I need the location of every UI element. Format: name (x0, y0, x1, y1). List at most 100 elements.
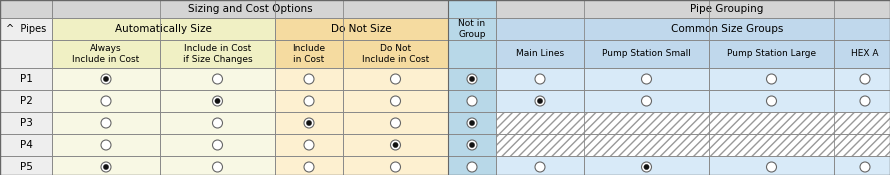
Text: Do Not
Include in Cost: Do Not Include in Cost (362, 44, 429, 64)
Bar (834, 90, 890, 112)
Bar (52, 112, 160, 134)
Bar (0, 112, 52, 134)
Bar (52, 90, 160, 112)
Circle shape (392, 142, 398, 148)
Circle shape (304, 118, 314, 128)
Bar (52, 156, 160, 175)
Bar (275, 134, 343, 156)
Circle shape (213, 96, 222, 106)
Circle shape (103, 76, 109, 82)
Circle shape (214, 98, 220, 104)
Circle shape (391, 74, 400, 84)
Circle shape (860, 74, 870, 84)
Text: Pipe Grouping: Pipe Grouping (691, 4, 764, 14)
Circle shape (467, 96, 477, 106)
Bar (160, 40, 275, 68)
Bar (343, 90, 448, 112)
Bar (160, 90, 275, 112)
Text: Do Not Size: Do Not Size (331, 24, 392, 34)
Circle shape (391, 96, 400, 106)
Bar (275, 90, 343, 112)
Text: Automatically Size: Automatically Size (115, 24, 212, 34)
Circle shape (860, 96, 870, 106)
Circle shape (467, 140, 477, 150)
Bar (496, 40, 584, 68)
Circle shape (467, 118, 477, 128)
Circle shape (101, 140, 111, 150)
Circle shape (101, 162, 111, 172)
Circle shape (469, 120, 474, 126)
Bar (709, 156, 834, 175)
Bar (496, 90, 584, 112)
Text: HEX A: HEX A (851, 50, 878, 58)
Circle shape (103, 164, 109, 170)
Bar (448, 68, 496, 90)
Bar (448, 134, 496, 156)
Bar (584, 40, 709, 68)
Bar (343, 134, 448, 156)
Circle shape (467, 74, 477, 84)
Circle shape (469, 142, 474, 148)
Bar (0, 156, 52, 175)
Bar (709, 68, 834, 90)
Circle shape (467, 162, 477, 172)
Text: Include
in Cost: Include in Cost (293, 44, 326, 64)
Circle shape (766, 162, 776, 172)
Bar (0, 40, 52, 68)
Circle shape (213, 162, 222, 172)
Bar (834, 156, 890, 175)
Bar (496, 18, 890, 40)
Bar (448, 0, 496, 18)
Circle shape (766, 74, 776, 84)
Circle shape (535, 96, 545, 106)
Circle shape (642, 74, 651, 84)
Circle shape (860, 162, 870, 172)
Bar (496, 156, 584, 175)
Circle shape (642, 162, 651, 172)
Bar (448, 112, 496, 134)
Circle shape (304, 140, 314, 150)
Bar (496, 112, 890, 134)
Circle shape (391, 118, 400, 128)
Bar (52, 40, 160, 68)
Text: P1: P1 (20, 74, 32, 84)
Bar (584, 68, 709, 90)
Circle shape (535, 74, 545, 84)
Text: Include in Cost
if Size Changes: Include in Cost if Size Changes (182, 44, 252, 64)
Bar (275, 18, 448, 40)
Text: Main Lines: Main Lines (516, 50, 564, 58)
Text: ^  Pipes: ^ Pipes (6, 24, 46, 34)
Bar (0, 134, 52, 156)
Circle shape (535, 162, 545, 172)
Bar (0, 68, 52, 90)
Circle shape (213, 118, 222, 128)
Bar (496, 134, 890, 156)
Circle shape (101, 96, 111, 106)
Bar (834, 40, 890, 68)
Circle shape (469, 76, 474, 82)
Text: Always
Include in Cost: Always Include in Cost (72, 44, 140, 64)
Bar (52, 68, 160, 90)
Circle shape (643, 164, 649, 170)
Bar (275, 40, 343, 68)
Bar (448, 18, 496, 40)
Bar (160, 112, 275, 134)
Bar (448, 0, 496, 40)
Bar (0, 0, 52, 18)
Bar (448, 90, 496, 112)
Text: P4: P4 (20, 140, 32, 150)
Bar (343, 40, 448, 68)
Text: Common Size Groups: Common Size Groups (671, 24, 783, 34)
Bar (834, 68, 890, 90)
Bar (584, 156, 709, 175)
Circle shape (391, 162, 400, 172)
Circle shape (304, 96, 314, 106)
Bar (448, 40, 496, 68)
Bar (52, 18, 275, 40)
Bar (343, 112, 448, 134)
Circle shape (391, 140, 400, 150)
Bar (52, 134, 160, 156)
Text: Pump Station Small: Pump Station Small (602, 50, 691, 58)
Text: P3: P3 (20, 118, 32, 128)
Circle shape (304, 162, 314, 172)
